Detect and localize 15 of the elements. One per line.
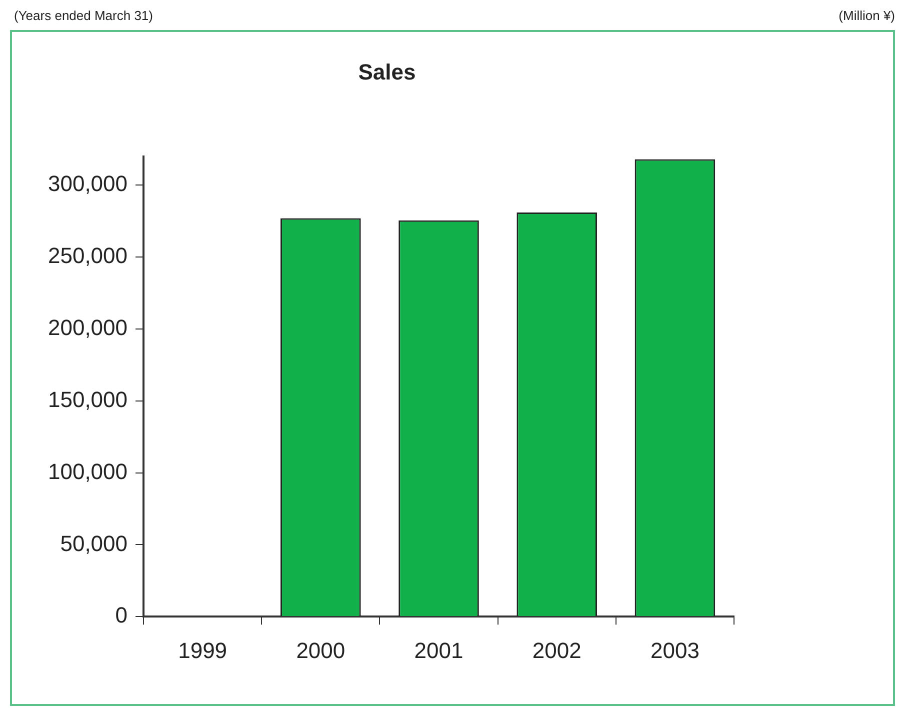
y-tick-label: 300,000 xyxy=(48,171,128,196)
y-tick-label: 250,000 xyxy=(48,243,128,268)
y-tick-label: 0 xyxy=(115,602,128,628)
x-tick-label: 2001 xyxy=(414,638,464,663)
x-tick-label: 2000 xyxy=(296,638,346,663)
y-tick-label: 150,000 xyxy=(48,386,128,412)
y-tick-label: 50,000 xyxy=(60,530,128,556)
x-tick-label: 1999 xyxy=(178,638,228,663)
x-tick-label: 2002 xyxy=(532,638,582,663)
y-tick-label: 200,000 xyxy=(48,315,128,340)
chart-title: Sales xyxy=(358,59,416,84)
text: (Million ¥) xyxy=(838,8,895,23)
text: (Years ended March 31) xyxy=(14,8,153,23)
x-tick-label: 2003 xyxy=(650,638,700,663)
y-tick-label: 100,000 xyxy=(48,458,128,484)
